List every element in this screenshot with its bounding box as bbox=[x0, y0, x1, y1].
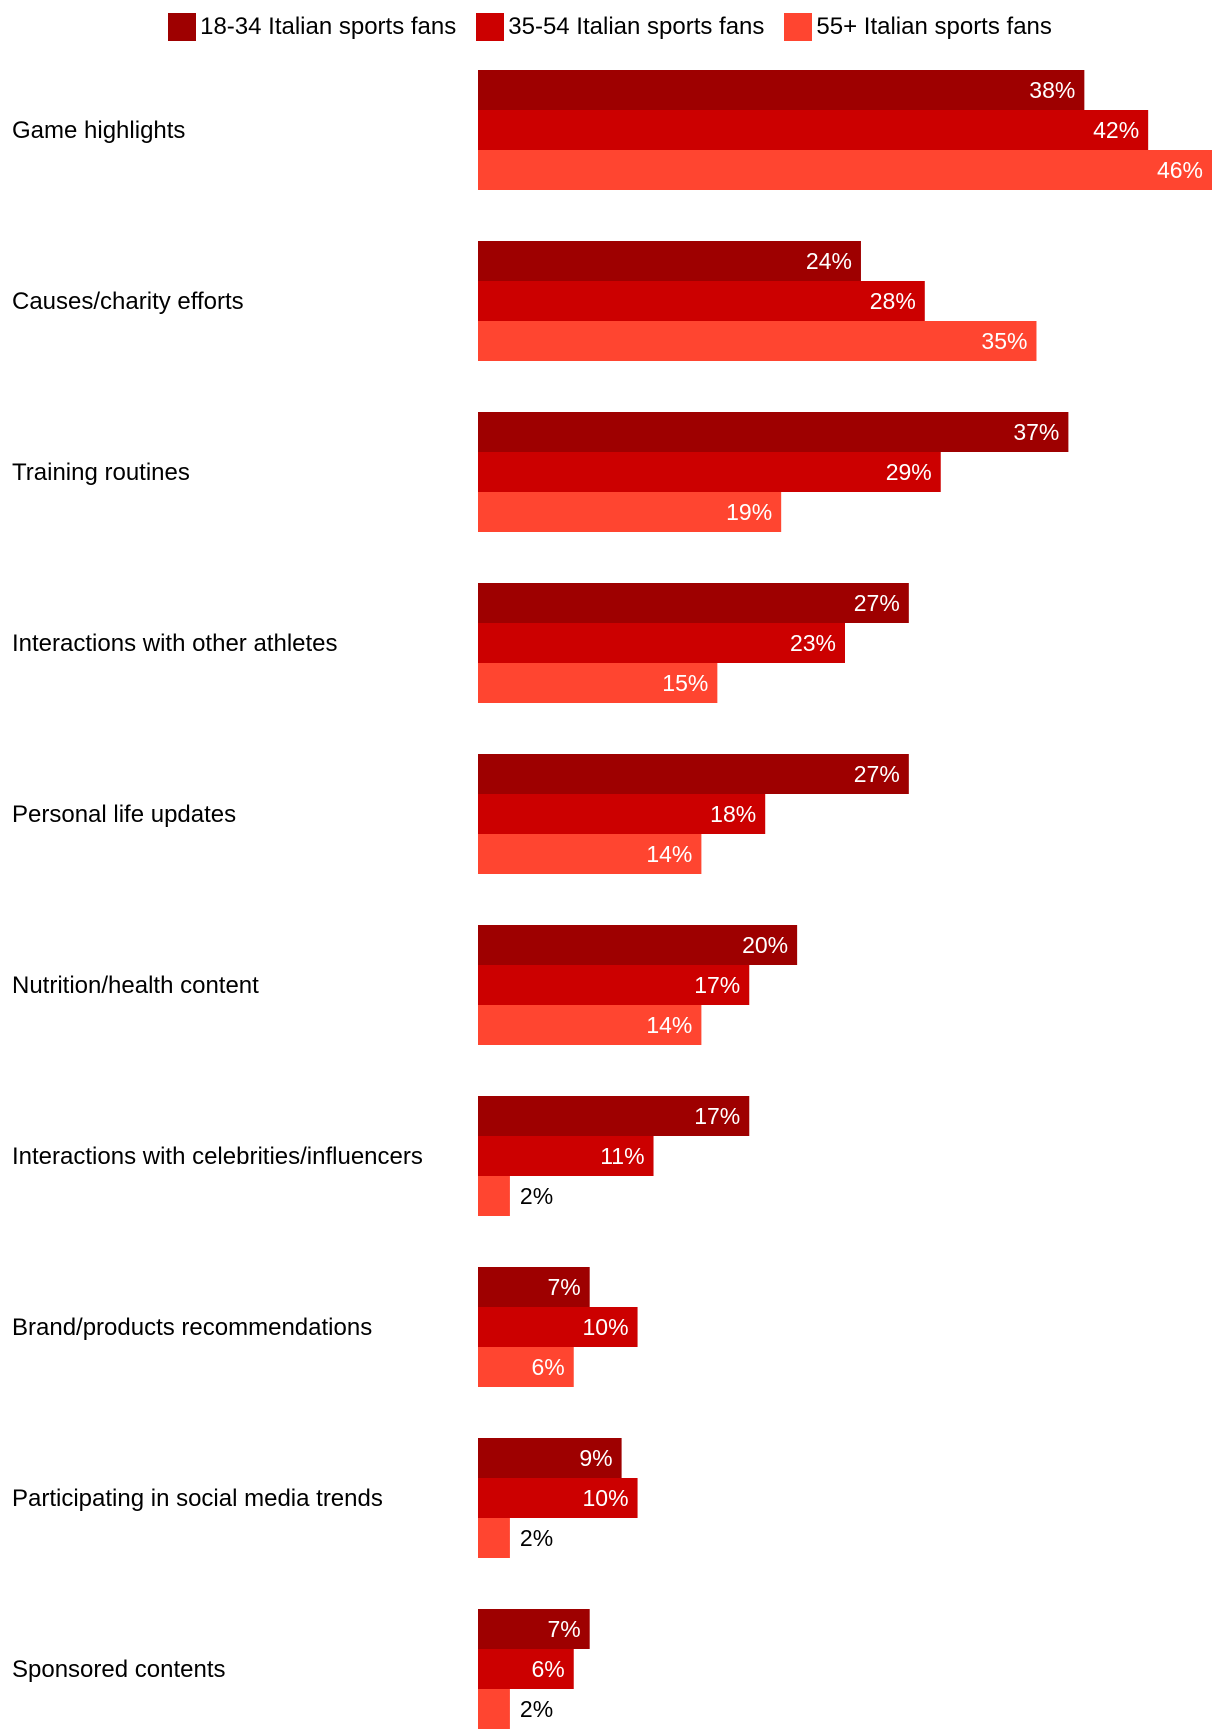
value-label-brand-products-recommendations-series-1: 10% bbox=[583, 1314, 629, 1340]
bar-participating-in-social-media-trends-series-0 bbox=[478, 1438, 622, 1478]
value-label-interactions-with-other-athletes-series-2: 15% bbox=[662, 670, 708, 696]
bar-interactions-with-celebrities-influencers-series-2 bbox=[478, 1176, 510, 1216]
bar-game-highlights-series-1 bbox=[478, 110, 1149, 150]
value-label-participating-in-social-media-trends-series-0: 9% bbox=[579, 1445, 612, 1471]
bar-training-routines-series-2 bbox=[478, 492, 782, 532]
value-label-participating-in-social-media-trends-series-1: 10% bbox=[583, 1485, 629, 1511]
bar-game-highlights-series-2 bbox=[478, 150, 1212, 190]
bar-participating-in-social-media-trends-series-2 bbox=[478, 1518, 510, 1558]
bar-nutrition-health-content-series-2 bbox=[478, 1005, 702, 1045]
value-label-game-highlights-series-1: 42% bbox=[1093, 117, 1139, 143]
category-label-game-highlights: Game highlights bbox=[12, 117, 185, 144]
bar-sponsored-contents-series-2 bbox=[478, 1689, 510, 1729]
value-label-interactions-with-celebrities-influencers-series-2: 2% bbox=[520, 1183, 553, 1209]
legend-item-55-plus: 55+ Italian sports fans bbox=[784, 13, 1052, 41]
bar-game-highlights-series-0 bbox=[478, 70, 1085, 110]
legend-item-18-34: 18-34 Italian sports fans bbox=[168, 13, 456, 41]
bar-training-routines-series-0 bbox=[478, 412, 1069, 452]
value-label-interactions-with-celebrities-influencers-series-1: 11% bbox=[600, 1143, 644, 1169]
legend-item-35-54: 35-54 Italian sports fans bbox=[476, 13, 764, 41]
value-label-nutrition-health-content-series-2: 14% bbox=[646, 1012, 692, 1038]
legend-label-55-plus: 55+ Italian sports fans bbox=[816, 13, 1052, 40]
category-label-interactions-with-other-athletes: Interactions with other athletes bbox=[12, 630, 338, 657]
legend-swatch-18-34 bbox=[168, 13, 197, 41]
value-label-training-routines-series-0: 37% bbox=[1013, 419, 1059, 445]
bar-interactions-with-other-athletes-series-0 bbox=[478, 583, 909, 623]
category-label-personal-life-updates: Personal life updates bbox=[12, 801, 236, 828]
value-label-sponsored-contents-series-1: 6% bbox=[531, 1656, 564, 1682]
category-label-brand-products-recommendations: Brand/products recommendations bbox=[12, 1314, 372, 1341]
bar-personal-life-updates-series-2 bbox=[478, 834, 702, 874]
bar-training-routines-series-1 bbox=[478, 452, 941, 492]
bar-personal-life-updates-series-1 bbox=[478, 794, 766, 834]
category-label-sponsored-contents: Sponsored contents bbox=[12, 1656, 225, 1683]
value-label-sponsored-contents-series-0: 7% bbox=[547, 1616, 580, 1642]
bar-causes-charity-efforts-series-2 bbox=[478, 321, 1037, 361]
legend: 18-34 Italian sports fans 35-54 Italian … bbox=[0, 13, 1220, 41]
value-label-game-highlights-series-0: 38% bbox=[1029, 77, 1075, 103]
legend-label-35-54: 35-54 Italian sports fans bbox=[508, 13, 765, 40]
bar-interactions-with-celebrities-influencers-series-1 bbox=[478, 1136, 654, 1176]
value-label-causes-charity-efforts-series-2: 35% bbox=[981, 328, 1027, 354]
category-label-interactions-with-celebrities-influencers: Interactions with celebrities/influencer… bbox=[12, 1143, 423, 1170]
value-label-personal-life-updates-series-1: 18% bbox=[710, 801, 756, 827]
bar-causes-charity-efforts-series-0 bbox=[478, 241, 861, 281]
category-label-nutrition-health-content: Nutrition/health content bbox=[12, 972, 259, 999]
bar-interactions-with-other-athletes-series-2 bbox=[478, 663, 718, 703]
legend-swatch-35-54 bbox=[476, 13, 505, 41]
bar-nutrition-health-content-series-1 bbox=[478, 965, 750, 1005]
bar-interactions-with-celebrities-influencers-series-0 bbox=[478, 1096, 750, 1136]
value-label-causes-charity-efforts-series-1: 28% bbox=[870, 288, 916, 314]
value-label-interactions-with-other-athletes-series-0: 27% bbox=[854, 590, 900, 616]
category-label-participating-in-social-media-trends: Participating in social media trends bbox=[12, 1485, 383, 1512]
value-label-participating-in-social-media-trends-series-2: 2% bbox=[520, 1525, 553, 1551]
value-label-interactions-with-other-athletes-series-1: 23% bbox=[790, 630, 836, 656]
bar-nutrition-health-content-series-0 bbox=[478, 925, 798, 965]
bar-causes-charity-efforts-series-1 bbox=[478, 281, 925, 321]
value-label-training-routines-series-1: 29% bbox=[886, 459, 932, 485]
value-label-personal-life-updates-series-0: 27% bbox=[854, 761, 900, 787]
value-label-brand-products-recommendations-series-0: 7% bbox=[547, 1274, 580, 1300]
bar-sponsored-contents-series-0 bbox=[478, 1609, 590, 1649]
bar-sponsored-contents-series-1 bbox=[478, 1649, 574, 1689]
legend-label-18-34: 18-34 Italian sports fans bbox=[200, 13, 457, 40]
bar-brand-products-recommendations-series-0 bbox=[478, 1267, 590, 1307]
value-label-game-highlights-series-2: 46% bbox=[1157, 157, 1203, 183]
value-label-personal-life-updates-series-2: 14% bbox=[646, 841, 692, 867]
value-label-interactions-with-celebrities-influencers-series-0: 17% bbox=[694, 1103, 740, 1129]
legend-swatch-55-plus bbox=[784, 13, 813, 41]
value-label-training-routines-series-2: 19% bbox=[726, 499, 772, 525]
value-label-nutrition-health-content-series-1: 17% bbox=[694, 972, 740, 998]
bar-participating-in-social-media-trends-series-1 bbox=[478, 1478, 638, 1518]
bar-interactions-with-other-athletes-series-1 bbox=[478, 623, 845, 663]
value-label-sponsored-contents-series-2: 2% bbox=[520, 1696, 553, 1722]
value-label-nutrition-health-content-series-0: 20% bbox=[742, 932, 788, 958]
bar-personal-life-updates-series-0 bbox=[478, 754, 909, 794]
category-label-causes-charity-efforts: Causes/charity efforts bbox=[12, 288, 244, 315]
bar-brand-products-recommendations-series-2 bbox=[478, 1347, 574, 1387]
value-label-causes-charity-efforts-series-0: 24% bbox=[806, 248, 852, 274]
value-label-brand-products-recommendations-series-2: 6% bbox=[531, 1354, 564, 1380]
category-label-training-routines: Training routines bbox=[12, 459, 190, 486]
bar-brand-products-recommendations-series-1 bbox=[478, 1307, 638, 1347]
